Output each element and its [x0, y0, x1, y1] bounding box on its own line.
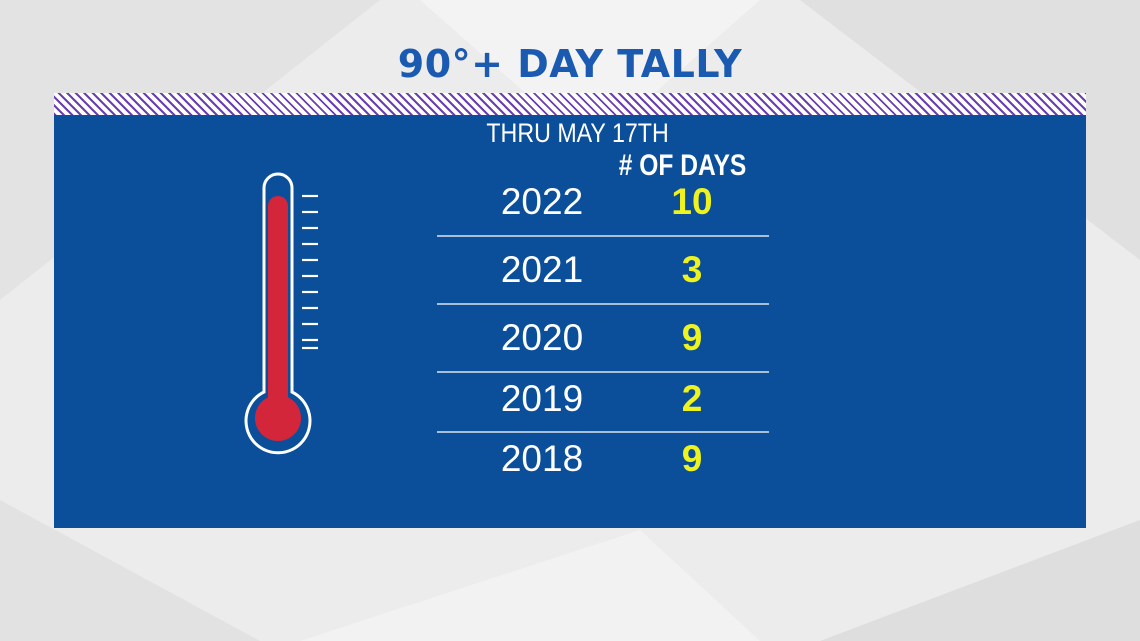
row-divider — [437, 235, 769, 237]
year-label: 2018 — [500, 438, 584, 479]
data-panel — [54, 115, 1086, 528]
table-row: 2018 9 — [437, 438, 769, 498]
thermometer-icon — [244, 172, 318, 455]
table-row: 2022 10 — [437, 181, 769, 241]
days-value: 9 — [681, 317, 703, 358]
row-divider — [437, 371, 769, 373]
table-row: 2019 2 — [437, 378, 769, 438]
year-label: 2021 — [500, 249, 584, 290]
year-label: 2022 — [500, 181, 584, 222]
year-label: 2019 — [500, 378, 584, 419]
days-value: 2 — [681, 378, 703, 419]
row-divider — [437, 431, 769, 433]
page-title: 90°+ DAY TALLY — [397, 42, 743, 86]
subtitle: THRU MAY 17TH — [486, 118, 669, 148]
table-row: 2021 3 — [437, 249, 769, 309]
decorative-stripe — [54, 93, 1086, 115]
days-value: 3 — [681, 249, 703, 290]
days-value: 10 — [671, 181, 713, 222]
column-header-days: # OF DAYS — [618, 149, 747, 182]
row-divider — [437, 303, 769, 305]
days-value: 9 — [681, 438, 703, 479]
year-label: 2020 — [500, 317, 584, 358]
table-row: 2020 9 — [437, 317, 769, 377]
